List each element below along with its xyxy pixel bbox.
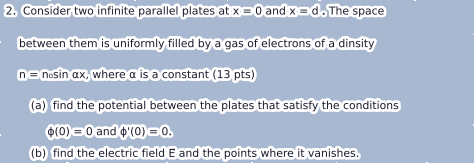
Text: between them is uniformly filled by a gas of electrons of a dinsity: between them is uniformly filled by a ga… [19,39,377,49]
Text: n = n₀sin αx, where α is a constant (13 pts): n = n₀sin αx, where α is a constant (13 … [19,70,256,80]
Text: (a)  find the potential between the plates that satisfy the conditions: (a) find the potential between the plate… [31,101,401,111]
Text: (b)  find the electric field E⃗ and the points where it vanishes.: (b) find the electric field E⃗ and the p… [31,148,361,159]
Text: 2.  Consider two infinite parallel plates at x = 0 and x = d . The space: 2. Consider two infinite parallel plates… [6,7,387,16]
Text: ϕ(0) = 0 and ϕ'(0) = 0.: ϕ(0) = 0 and ϕ'(0) = 0. [47,127,173,137]
